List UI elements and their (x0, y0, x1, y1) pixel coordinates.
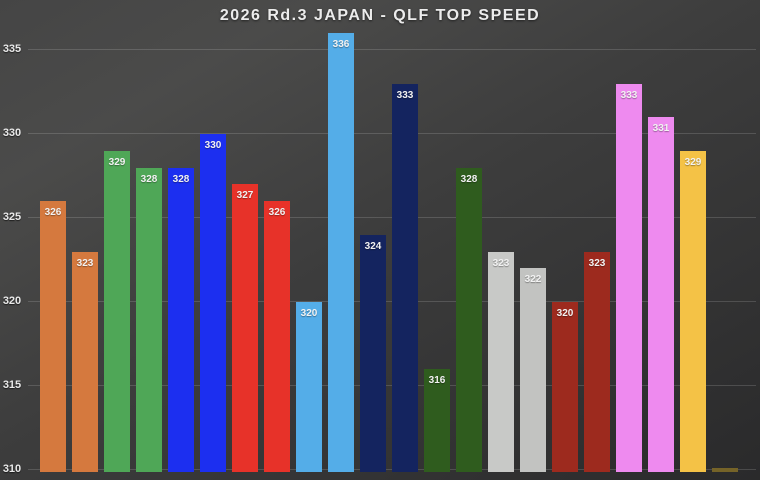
bar-value-label: 324 (364, 240, 382, 252)
bar (456, 167, 482, 472)
bar (40, 201, 66, 472)
bar-value-label: 328 (460, 173, 478, 185)
bar (712, 468, 738, 472)
bar (424, 369, 450, 472)
bar-value-label: 327 (236, 190, 254, 202)
y-axis-tick-label: 325 (2, 210, 22, 223)
y-axis-tick-label: 330 (2, 126, 22, 139)
bar-value-label: 316 (428, 375, 446, 387)
bar (232, 184, 258, 472)
bar-value-label: 323 (76, 257, 94, 269)
bar (136, 167, 162, 472)
bar-value-label: 326 (44, 207, 62, 219)
bar-value-label: 323 (492, 257, 510, 269)
bar (616, 83, 642, 472)
y-axis-tick-label: 320 (2, 294, 22, 307)
bar (264, 201, 290, 472)
bar-value-label: 333 (620, 89, 638, 101)
y-axis-tick-label: 310 (2, 462, 22, 475)
bar (104, 150, 130, 472)
gridline (28, 49, 756, 51)
bar (328, 33, 354, 472)
bar (488, 251, 514, 472)
bar (584, 251, 610, 472)
bar-value-label: 333 (396, 89, 414, 101)
bar (72, 251, 98, 472)
bar-value-label: 330 (204, 139, 222, 151)
bar-value-label: 322 (524, 274, 542, 286)
bar (360, 234, 386, 472)
bar-value-label: 320 (556, 307, 574, 319)
bar-value-label: 323 (588, 257, 606, 269)
bar (552, 301, 578, 472)
bar-value-label: 331 (652, 123, 670, 135)
bar (520, 268, 546, 472)
y-axis-tick-label: 335 (2, 42, 22, 55)
bar (680, 150, 706, 472)
bar (648, 117, 674, 472)
bar (200, 133, 226, 472)
chart-title: 2026 Rd.3 JAPAN - QLF TOP SPEED (219, 7, 541, 24)
bar-value-label: 329 (108, 156, 126, 168)
bar-value-label: 328 (172, 173, 190, 185)
bar-value-label: 320 (300, 307, 318, 319)
bar-value-label: 326 (268, 207, 286, 219)
bar-value-label: 336 (332, 39, 350, 51)
bar (168, 167, 194, 472)
bar (392, 83, 418, 472)
y-axis-tick-label: 315 (2, 378, 22, 391)
bar (296, 301, 322, 472)
bar-value-label: 328 (140, 173, 158, 185)
bar-value-label: 329 (684, 156, 702, 168)
